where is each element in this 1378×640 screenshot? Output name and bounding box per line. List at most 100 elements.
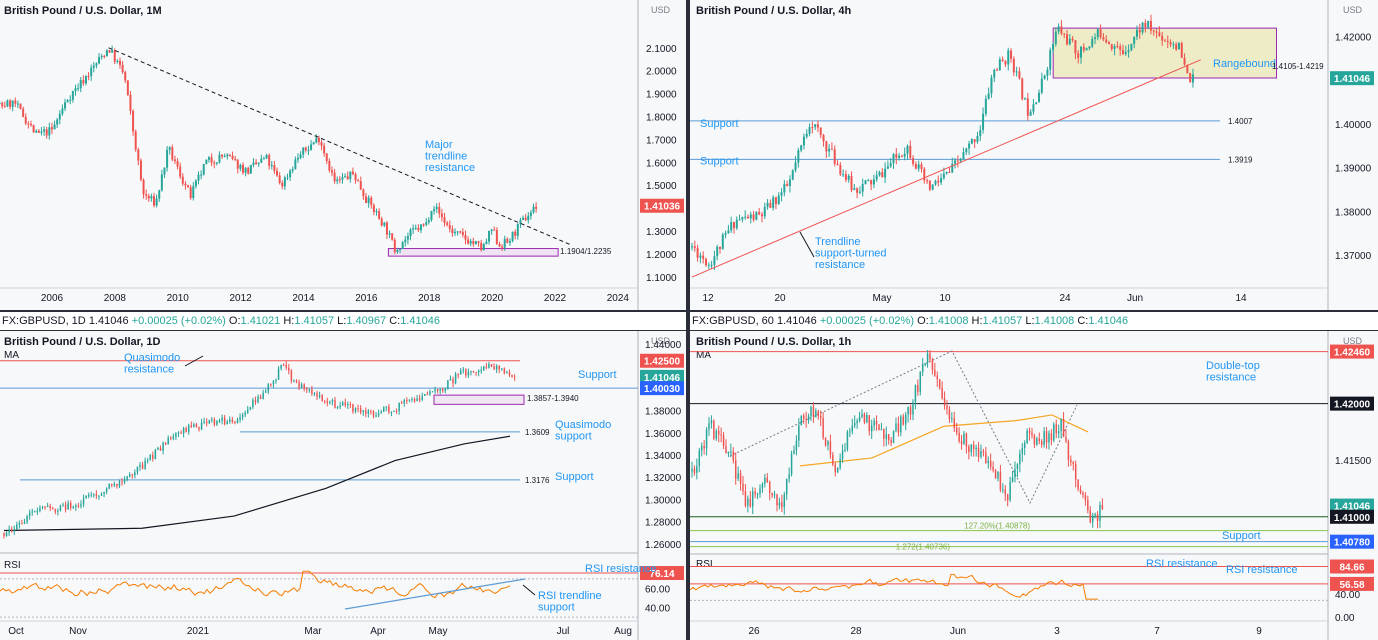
candle-body (744, 491, 747, 506)
candle-body (139, 160, 142, 180)
daily-chart-pane[interactable]: British Pound / U.S. Dollar, 1D MA USD 1.38… (0, 331, 686, 640)
candle-body (430, 211, 433, 220)
candle-body (477, 241, 480, 243)
candle-body (260, 158, 263, 163)
support-price-tag-bg (640, 381, 684, 396)
candle-body (41, 506, 44, 508)
candle-body (32, 125, 35, 133)
candle-body (934, 180, 937, 185)
y-tick-label: 1.26000 (645, 540, 682, 551)
candle-body (1012, 58, 1015, 73)
candle-body (495, 365, 498, 370)
candle-body (982, 113, 985, 130)
candle-body (443, 217, 446, 223)
candle-body (134, 131, 137, 150)
candle-body (741, 217, 744, 220)
candle-body (24, 117, 27, 124)
candle-body (997, 472, 999, 479)
candle-body (727, 230, 730, 233)
candle-body (1055, 424, 1058, 434)
candle-body (64, 504, 67, 510)
x-tick-label: 2008 (104, 293, 127, 304)
candle-body (472, 240, 475, 244)
candle-body (75, 505, 77, 508)
candle-body (406, 400, 408, 402)
candle-body (738, 219, 741, 221)
candle-body (116, 60, 119, 62)
candle-body (459, 231, 462, 233)
candle-body (764, 477, 766, 484)
hourly-chart-pane[interactable]: British Pound / U.S. Dollar, 1h MA USD 1.41… (690, 331, 1378, 640)
candle-body (1180, 43, 1183, 58)
candle-body (1133, 36, 1136, 44)
candle-body (349, 171, 352, 180)
hourly-infobar: FX:GBPUSD, 60 1.41046 +0.00025 (+0.02%) … (690, 312, 1378, 330)
candle-body (457, 373, 459, 375)
ma-label: MA (696, 350, 711, 361)
rsi-upper-price-tag: 84.66 (1339, 563, 1364, 574)
four-hour-chart-pane[interactable]: British Pound / U.S. Dollar, 4h USD 1.4200… (690, 0, 1378, 310)
candle-body (184, 183, 187, 186)
candle-body (721, 234, 724, 249)
candle-body (980, 450, 982, 457)
candle-body (824, 437, 827, 446)
candle-body (519, 219, 522, 224)
candle-body (501, 246, 504, 248)
candle-body (447, 380, 449, 390)
candle-body (215, 162, 218, 164)
x-tick-label: 2021 (187, 626, 210, 637)
candle-body (853, 188, 856, 191)
rsi-lower-price-tag-bg (1330, 576, 1374, 591)
candle-body (375, 415, 377, 417)
candle-body (718, 246, 721, 249)
candle-body (907, 406, 909, 415)
candle-body (200, 174, 203, 176)
trendline (691, 59, 1201, 278)
candle-body (704, 258, 707, 266)
candle-body (503, 368, 506, 374)
candle-body (936, 375, 939, 380)
candle-body (815, 410, 817, 417)
candle-body (1021, 78, 1024, 100)
candle-body (895, 154, 898, 158)
candle-body (937, 180, 940, 183)
candle-body (132, 110, 135, 132)
candle-body (396, 250, 399, 253)
candle-body (262, 158, 265, 160)
candle-body (890, 440, 892, 443)
candle-body (906, 145, 909, 154)
candle-body (716, 246, 719, 257)
candle-body (218, 154, 221, 163)
candle-body (123, 479, 126, 483)
candle-body (36, 511, 39, 513)
y-tick-label: 1.1000 (646, 273, 677, 284)
candle-body (349, 404, 352, 406)
candle-body (434, 389, 436, 392)
candle-body (16, 524, 18, 530)
x-tick-label: 2006 (41, 293, 64, 304)
candle-body (171, 147, 174, 160)
candle-body (873, 420, 875, 426)
candle-body (1099, 504, 1101, 521)
candle-body (310, 144, 313, 150)
candle-body (357, 408, 359, 410)
candle-body (1026, 430, 1028, 444)
candle-body (341, 402, 344, 406)
candle-body (98, 495, 100, 497)
monthly-chart-pane[interactable]: British Pound / U.S. Dollar, 1M USD 2.1000… (0, 0, 686, 310)
candle-body (902, 416, 905, 425)
candle-body (1091, 515, 1094, 523)
candle-body (90, 494, 92, 496)
candle-body (1032, 104, 1035, 112)
candle-body (357, 180, 360, 182)
last-price-tag-bg (1330, 498, 1374, 513)
candle-body (477, 370, 480, 373)
resistance-price-tag: 1.42500 (644, 357, 681, 368)
candle-body (180, 432, 182, 434)
candle-body (226, 421, 228, 425)
candle-body (352, 404, 354, 412)
candle-body (953, 418, 956, 428)
candle-body (514, 231, 517, 236)
candle-body (948, 172, 951, 174)
candle-body (912, 158, 915, 164)
